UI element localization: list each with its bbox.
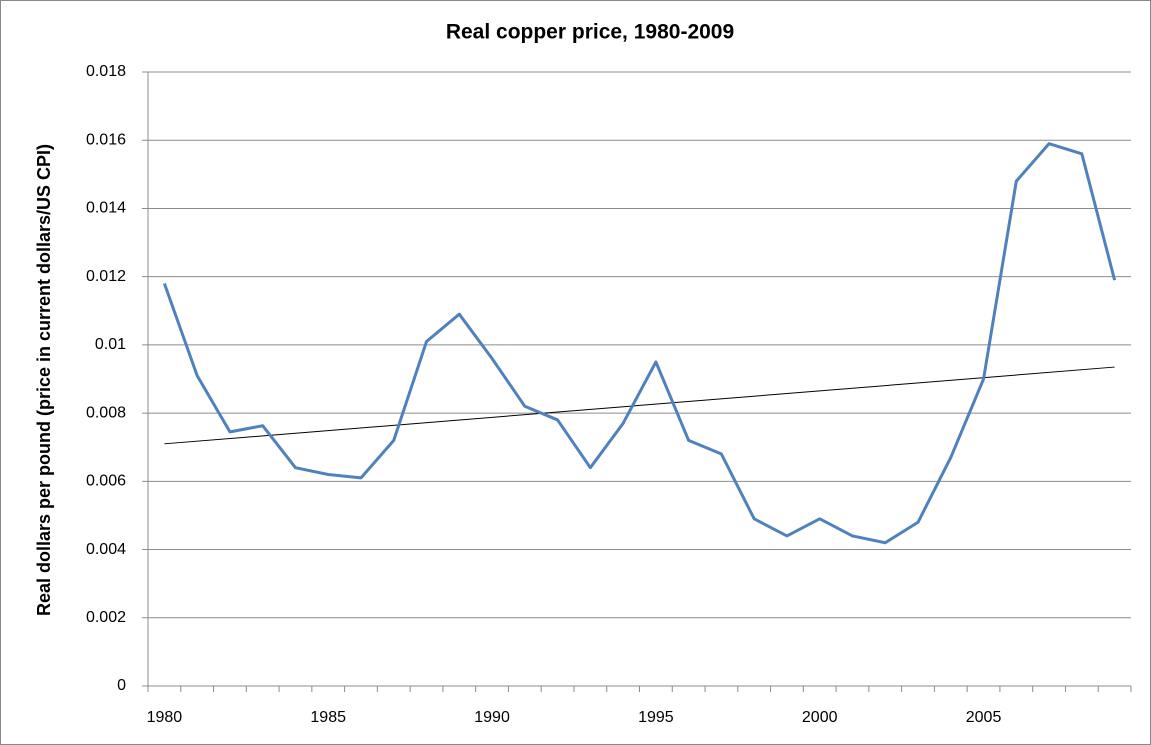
x-tick-label: 2000 xyxy=(802,709,838,726)
trendline xyxy=(164,366,1115,445)
y-axis-label: Real dollars per pound (price in current… xyxy=(34,144,54,616)
y-tick-label: 0.012 xyxy=(86,268,126,285)
x-tick-label: 1985 xyxy=(310,709,346,726)
y-tick-label: 0.01 xyxy=(95,336,126,353)
y-tick-label: 0.004 xyxy=(86,541,126,558)
x-tick-label: 1995 xyxy=(638,709,674,726)
y-tick-label: 0.002 xyxy=(86,609,126,626)
data-line xyxy=(162,142,1117,545)
y-tick-label: 0.006 xyxy=(86,473,126,490)
y-tick-label: 0.008 xyxy=(86,404,126,421)
x-tick-label: 1980 xyxy=(147,709,183,726)
y-tick-label: 0.018 xyxy=(86,63,126,80)
y-tick-label: 0.016 xyxy=(86,131,126,148)
x-tick-label: 2005 xyxy=(966,709,1002,726)
y-tick-label: 0.014 xyxy=(86,200,126,217)
x-tick-label: 1990 xyxy=(474,709,510,726)
y-tick-label: 0 xyxy=(117,677,126,694)
chart-title: Real copper price, 1980-2009 xyxy=(446,21,734,44)
